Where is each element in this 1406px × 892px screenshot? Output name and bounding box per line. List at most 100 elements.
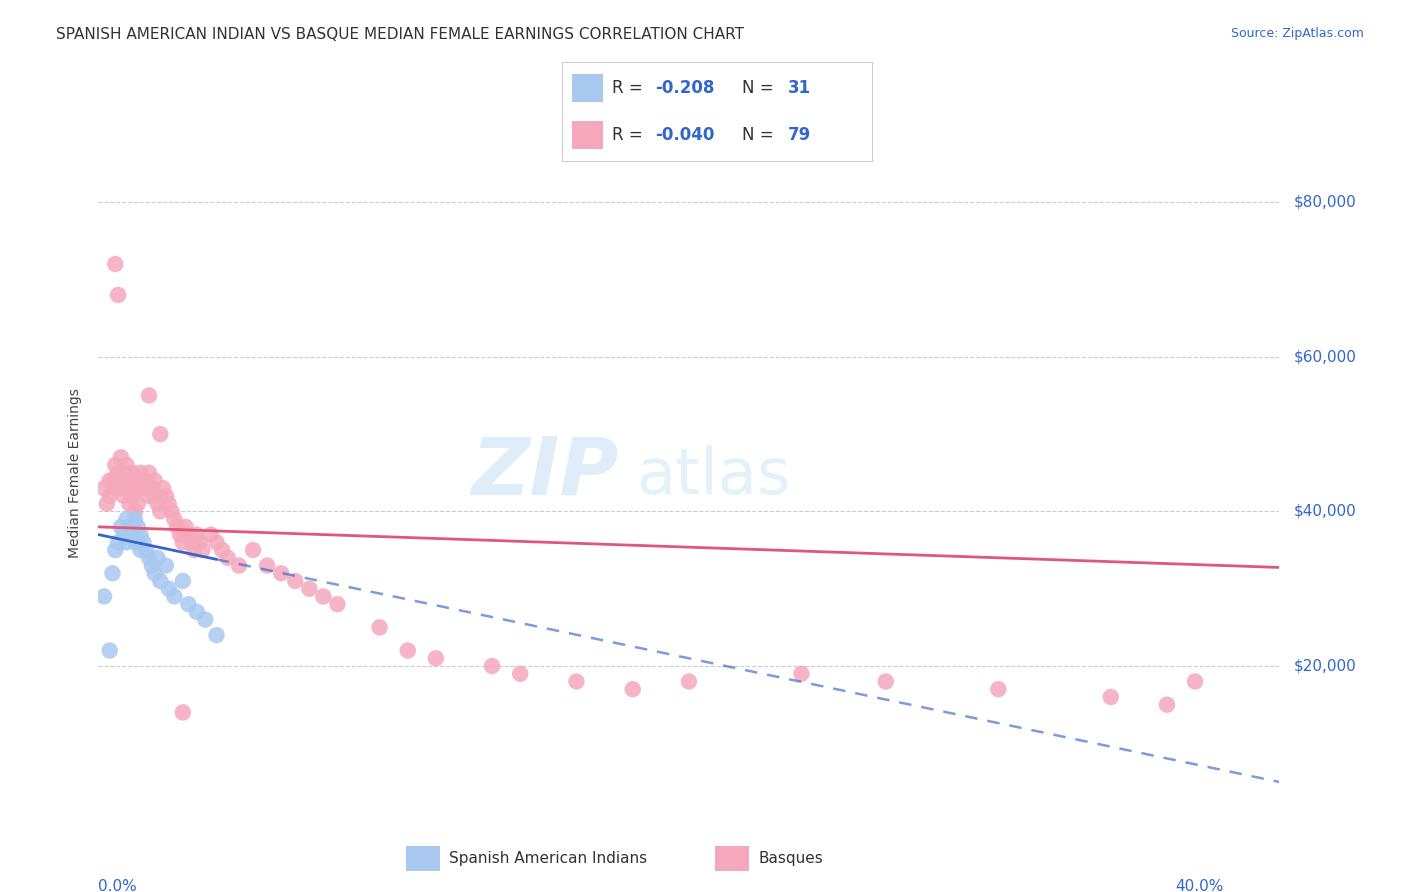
Point [115,458,138,472]
Point [155,558,177,573]
Point [368,620,391,634]
Text: Basques: Basques [759,851,824,866]
Point [149,504,172,518]
Point [678,674,700,689]
Point [180,535,202,549]
Point [183,543,205,558]
Point [110,450,132,465]
Point [1184,674,1206,689]
Text: 40.0%: 40.0% [1175,879,1223,892]
Point [509,666,531,681]
Point [124,535,146,549]
Point [172,574,194,588]
Point [194,613,217,627]
Point [160,504,183,518]
Point [104,458,127,472]
Point [152,481,174,495]
Point [112,489,135,503]
Point [132,535,155,549]
Point [115,474,138,488]
Point [138,466,160,480]
Point [138,388,160,402]
Text: -0.040: -0.040 [655,126,714,144]
Point [110,481,132,495]
Text: -0.208: -0.208 [655,79,714,97]
Point [98,643,121,657]
Point [112,527,135,541]
Text: N =: N = [742,126,779,144]
Point [157,497,180,511]
Text: 79: 79 [789,126,811,144]
Point [93,590,115,604]
Text: SPANISH AMERICAN INDIAN VS BASQUE MEDIAN FEMALE EARNINGS CORRELATION CHART: SPANISH AMERICAN INDIAN VS BASQUE MEDIAN… [56,27,744,42]
Point [138,489,160,503]
FancyBboxPatch shape [572,74,603,102]
Text: $20,000: $20,000 [1294,658,1357,673]
Point [163,512,186,526]
Text: $80,000: $80,000 [1294,194,1357,210]
Point [124,504,146,518]
Point [177,597,200,611]
Point [107,288,129,302]
Point [107,535,129,549]
Point [118,520,141,534]
Point [129,543,152,558]
Point [186,605,208,619]
Point [104,481,127,495]
Point [172,706,194,720]
Text: R =: R = [612,79,648,97]
Text: 31: 31 [789,79,811,97]
Point [101,474,124,488]
Point [112,466,135,480]
Point [96,497,118,511]
FancyBboxPatch shape [406,847,440,871]
Point [621,682,644,697]
Point [146,550,169,565]
FancyBboxPatch shape [716,847,749,871]
Point [104,257,127,271]
Point [132,474,155,488]
Text: $40,000: $40,000 [1294,504,1357,519]
Point [98,474,121,488]
Point [138,550,160,565]
Text: ZIP: ZIP [471,434,619,512]
Point [155,489,177,503]
Point [172,535,194,549]
Point [312,590,335,604]
Point [115,512,138,526]
Text: Source: ZipAtlas.com: Source: ZipAtlas.com [1230,27,1364,40]
Point [191,543,214,558]
Point [129,527,152,541]
Point [149,427,172,442]
Point [425,651,447,665]
Point [228,558,250,573]
Point [166,520,188,534]
Point [124,512,146,526]
Point [200,527,222,541]
Point [101,566,124,581]
Point [987,682,1010,697]
Point [107,466,129,480]
Point [326,597,349,611]
Point [121,466,143,480]
Point [188,535,211,549]
Point [110,520,132,534]
Point [284,574,307,588]
Point [124,474,146,488]
Text: R =: R = [612,126,648,144]
Point [157,582,180,596]
Text: Spanish American Indians: Spanish American Indians [450,851,648,866]
Point [298,582,321,596]
Point [135,543,157,558]
Point [565,674,588,689]
Text: $60,000: $60,000 [1294,350,1357,364]
Y-axis label: Median Female Earnings: Median Female Earnings [69,388,83,558]
Point [256,558,278,573]
Point [118,481,141,495]
Point [143,566,166,581]
Point [129,481,152,495]
Point [1099,690,1122,704]
Point [141,481,163,495]
Text: 0.0%: 0.0% [98,879,138,892]
Point [121,527,143,541]
